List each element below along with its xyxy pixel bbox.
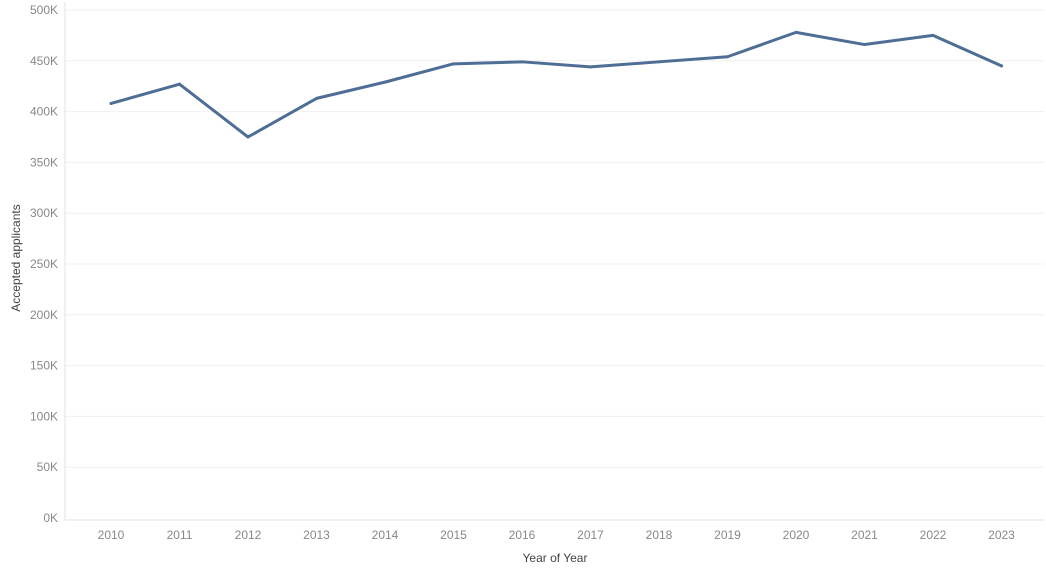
x-tick-label: 2014 <box>372 528 399 542</box>
x-axis-title: Year of Year <box>523 551 588 565</box>
data-point[interactable] <box>794 30 798 34</box>
y-tick-label: 350K <box>30 155 58 169</box>
x-tick-label: 2018 <box>646 528 673 542</box>
x-axis-ticks: 2010 2011 2012 2013 2014 2015 2016 2017 2018 2019… <box>98 528 1016 542</box>
data-point[interactable] <box>589 65 592 69</box>
y-tick-label: 50K <box>37 460 58 474</box>
data-point[interactable] <box>246 135 250 139</box>
data-point[interactable] <box>315 96 318 100</box>
y-axis-ticks: 0K 50K 100K 150K 200K 250K 300K 350K 400K 450K 500… <box>30 3 58 525</box>
y-tick-label: 150K <box>30 359 58 373</box>
series <box>109 30 1003 139</box>
data-point[interactable] <box>863 43 866 47</box>
x-tick-label: 2021 <box>851 528 878 542</box>
data-point[interactable] <box>1000 64 1003 68</box>
x-tick-label: 2016 <box>509 528 536 542</box>
y-tick-label: 0K <box>43 511 58 525</box>
x-tick-label: 2019 <box>714 528 741 542</box>
data-point[interactable] <box>452 62 455 66</box>
x-tick-label: 2012 <box>235 528 262 542</box>
x-tick-label: 2020 <box>783 528 810 542</box>
data-point[interactable] <box>383 80 387 84</box>
x-tick-label: 2013 <box>303 528 330 542</box>
x-tick-label: 2011 <box>167 528 193 542</box>
y-axis-title: Accepted applicants <box>9 204 23 311</box>
y-tick-label: 250K <box>30 257 58 271</box>
data-point[interactable] <box>520 60 524 64</box>
data-point[interactable] <box>178 82 181 86</box>
x-tick-label: 2022 <box>920 528 947 542</box>
data-point[interactable] <box>726 55 729 59</box>
y-tick-label: 100K <box>30 409 58 423</box>
y-tick-label: 400K <box>30 105 58 119</box>
data-point[interactable] <box>657 60 661 64</box>
y-tick-label: 500K <box>30 3 58 17</box>
x-tick-label: 2015 <box>440 528 467 542</box>
x-tick-label: 2023 <box>988 528 1015 542</box>
x-tick-label: 2010 <box>98 528 125 542</box>
y-tick-label: 300K <box>30 206 58 220</box>
axes <box>64 2 1044 521</box>
series-line <box>109 30 1003 139</box>
gridlines <box>65 9 1044 468</box>
x-tick-label: 2017 <box>577 528 604 542</box>
y-tick-label: 450K <box>30 54 58 68</box>
y-tick-label: 200K <box>30 308 58 322</box>
data-point[interactable] <box>931 33 935 37</box>
data-point[interactable] <box>109 101 113 105</box>
